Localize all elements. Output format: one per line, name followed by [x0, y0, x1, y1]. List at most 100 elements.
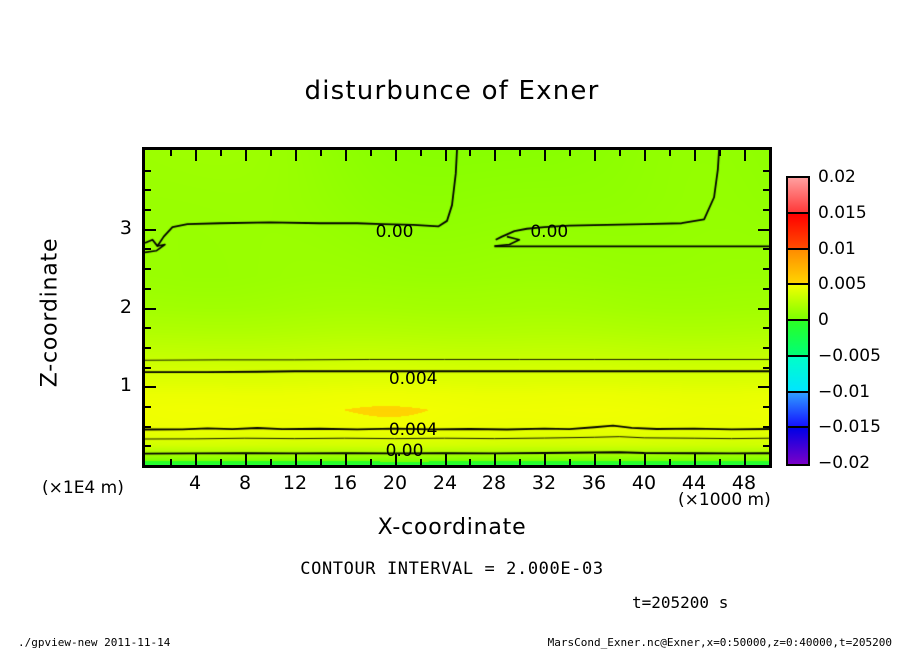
colorbar-band: [788, 321, 808, 357]
timestamp-note: t=205200 s: [632, 593, 729, 612]
x-axis-minor-tick: [669, 459, 671, 465]
colorbar-tick-label: 0.01: [818, 238, 856, 259]
y-axis-minor-tick: [145, 367, 151, 369]
x-axis-major-tick: [644, 150, 646, 161]
contour-field-canvas: [145, 150, 769, 465]
y-axis-minor-tick: [145, 288, 151, 290]
y-axis-minor-tick: [145, 189, 151, 191]
x-axis-minor-tick: [569, 150, 571, 156]
x-axis-minor-tick: [270, 150, 272, 156]
y-axis-minor-tick: [763, 406, 769, 408]
y-axis-minor-tick: [145, 406, 151, 408]
x-axis-minor-tick: [420, 150, 422, 156]
colorbar-band: [788, 285, 808, 321]
x-axis-minor-tick: [170, 459, 172, 465]
y-axis-minor-tick: [763, 327, 769, 329]
x-axis-tick-label: 8: [238, 472, 252, 494]
x-axis-minor-tick: [519, 150, 521, 156]
x-axis-minor-tick: [320, 150, 322, 156]
y-axis-major-tick: [145, 386, 156, 388]
x-axis-tick-label: 40: [631, 472, 657, 494]
colorbar-band: [788, 356, 808, 393]
x-axis-minor-tick: [220, 150, 222, 156]
x-axis-minor-tick: [519, 459, 521, 465]
x-axis-major-tick: [744, 454, 746, 465]
y-axis-minor-tick: [145, 347, 151, 349]
footer-left-text: ./gpview-new 2011-11-14: [18, 636, 171, 649]
colorbar-tick-label: −0.015: [818, 417, 881, 438]
x-axis-major-tick: [494, 150, 496, 161]
x-axis-major-tick: [395, 454, 397, 465]
y-axis-major-tick: [758, 308, 769, 310]
y-axis-major-tick: [758, 386, 769, 388]
y-axis-title: Z-coordinate: [37, 237, 63, 388]
x-axis-minor-tick: [370, 459, 372, 465]
footer-right-text: MarsCond_Exner.nc@Exner,x=0:50000,z=0:40…: [547, 636, 892, 649]
x-axis-major-tick: [295, 454, 297, 465]
y-axis-minor-tick: [763, 268, 769, 270]
x-axis-major-tick: [195, 150, 197, 161]
x-axis-minor-tick: [619, 459, 621, 465]
x-axis-tick-label: 32: [531, 472, 557, 494]
x-axis-major-tick: [245, 454, 247, 465]
x-axis-tick-label: 12: [282, 472, 308, 494]
x-axis-major-tick: [594, 150, 596, 161]
y-axis-minor-tick: [763, 445, 769, 447]
y-axis-minor-tick: [763, 347, 769, 349]
x-axis-minor-tick: [270, 459, 272, 465]
colorbar-tick-label: 0.02: [818, 167, 856, 187]
y-axis-minor-tick: [145, 268, 151, 270]
x-axis-tick-label: 16: [332, 472, 358, 494]
contour-label: 0.00: [530, 221, 569, 242]
x-axis-tick-label: 28: [481, 472, 507, 494]
y-axis-minor-tick: [763, 170, 769, 172]
y-axis-minor-tick: [145, 170, 151, 172]
x-axis-tick-label: 24: [432, 472, 458, 494]
x-axis-unit: (×1000 m): [678, 490, 771, 510]
x-axis-major-tick: [345, 150, 347, 161]
y-axis-minor-tick: [145, 248, 151, 250]
y-axis-minor-tick: [763, 367, 769, 369]
x-axis-minor-tick: [719, 150, 721, 156]
x-axis-tick-label: 4: [188, 472, 202, 494]
x-axis-major-tick: [445, 454, 447, 465]
x-axis-minor-tick: [370, 150, 372, 156]
x-axis-tick-label: 48: [731, 472, 757, 494]
x-axis-minor-tick: [619, 150, 621, 156]
colorbar-band: [788, 213, 808, 250]
colorbar-band: [788, 249, 808, 286]
contour-label: 0.00: [375, 221, 414, 242]
x-axis-title: X-coordinate: [377, 515, 527, 540]
plot-area: [142, 147, 772, 468]
x-axis-major-tick: [594, 454, 596, 465]
x-axis-major-tick: [195, 454, 197, 465]
contour-label: 0.00: [385, 441, 424, 462]
colorbar-band: [788, 428, 808, 464]
x-axis-major-tick: [744, 150, 746, 161]
x-axis-major-tick: [694, 454, 696, 465]
x-axis-tick-label: 44: [681, 472, 707, 494]
x-axis-tick-label: 36: [581, 472, 607, 494]
y-axis-minor-tick: [145, 209, 151, 211]
x-axis-major-tick: [295, 150, 297, 161]
x-axis-major-tick: [345, 454, 347, 465]
x-axis-minor-tick: [669, 150, 671, 156]
x-axis-major-tick: [494, 454, 496, 465]
y-axis-minor-tick: [763, 209, 769, 211]
y-axis-major-tick: [145, 229, 156, 231]
y-axis-minor-tick: [763, 248, 769, 250]
colorbar-band: [788, 178, 808, 214]
colorbar: [786, 176, 810, 466]
x-axis-minor-tick: [320, 459, 322, 465]
x-axis-major-tick: [644, 454, 646, 465]
x-axis-tick-label: 20: [382, 472, 408, 494]
x-axis-major-tick: [395, 150, 397, 161]
y-axis-minor-tick: [145, 445, 151, 447]
colorbar-tick-label: 0.005: [818, 274, 867, 295]
colorbar-tick-label: 0.015: [818, 202, 867, 223]
x-axis-major-tick: [544, 150, 546, 161]
colorbar-tick-label: −0.02: [818, 453, 871, 473]
y-axis-major-tick: [145, 308, 156, 310]
y-axis-minor-tick: [763, 288, 769, 290]
x-axis-minor-tick: [420, 459, 422, 465]
